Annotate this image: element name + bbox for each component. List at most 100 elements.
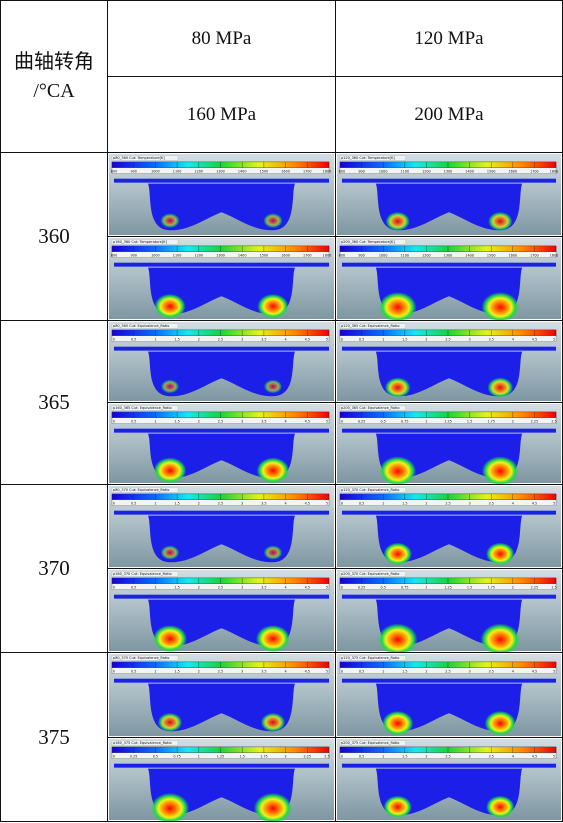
colorbar-tick-label: 1 (382, 669, 384, 673)
colorbar-tick-label: 3 (241, 419, 243, 423)
colorbar-tick-label: 1.25 (444, 585, 452, 589)
colorbar-tick-label: 1100 (173, 169, 182, 173)
colorbar-tick-label: 0.25 (358, 585, 366, 589)
sim-image-120mpa-360: p120_360 Cut: Temperature[K] 800 900 1000 11… (336, 153, 562, 236)
colorbar-tick-label: 1700 (530, 253, 539, 257)
colorbar-tick-label: 2.5 (551, 585, 556, 589)
cylinder-head-band (114, 428, 329, 433)
hot-region-right (481, 292, 520, 320)
colorbar-tick-label: 900 (130, 253, 136, 257)
sim-cell: p80_365 Cut: Equivalence_Ratio 0 0.5 1 1.5 2 2… (107, 320, 336, 403)
colorbar-tick-strip (339, 667, 557, 674)
hot-region-right (256, 457, 290, 484)
colorbar-tick-label: 1500 (487, 253, 496, 257)
hot-region-left (383, 795, 412, 819)
hot-region-right (487, 377, 514, 398)
crank-angle-unit: /°CA (33, 79, 75, 102)
sim-title-box (339, 655, 406, 661)
sim-title: p80_375 Cut: Equivalence_Ratio (113, 656, 169, 660)
colorbar-tick-label: 0 (341, 669, 343, 673)
pressure-header-80: 80 MPa (107, 0, 336, 77)
colorbar-tick-label: 3 (469, 337, 471, 341)
cylinder-head-band (114, 510, 329, 515)
hot-region-right (257, 293, 289, 319)
colorbar-tick-strip (339, 499, 557, 506)
hot-region-left (157, 712, 183, 732)
colorbar-tick-label: 2.5 (551, 419, 556, 423)
colorbar-tick-label: 4 (285, 669, 287, 673)
colorbar-tick-label: 1600 (509, 253, 518, 257)
colorbar-tick-label: 0 (113, 585, 115, 589)
crank-angle-label: 曲轴转角 (14, 50, 94, 73)
colorbar-tick-label: 5 (553, 501, 555, 505)
colorbar-tick-label: 1.5 (174, 501, 179, 505)
hot-region-left (152, 625, 188, 652)
angle-cell-360: 360 (0, 152, 108, 321)
sim-title: p160_365 Cut: Equivalence_Ratio (113, 406, 172, 410)
cylinder-head-band (341, 510, 557, 515)
piston-bowl (375, 768, 523, 816)
colorbar-tick-label: 1.5 (240, 754, 245, 758)
colorbar-tick-strip (339, 335, 557, 342)
colorbar-tick-strip (111, 499, 330, 506)
colorbar-tick-label: 0.5 (131, 337, 136, 341)
colorbar-tick-label: 2.25 (531, 585, 539, 589)
colorbar-tick-label: 2.5 (445, 669, 450, 673)
colorbar-tick-label: 1700 (303, 169, 312, 173)
angle-cell-370: 370 (0, 484, 108, 653)
colorbar-tick-label: 2 (198, 669, 200, 673)
colorbar-tick-label: 1 (382, 337, 384, 341)
sim-title: p80_360 Cut: Temperature[K] (113, 156, 165, 160)
colorbar-tick-label: 1100 (400, 253, 409, 257)
cylinder-head-band (114, 594, 329, 599)
hot-region-right (253, 792, 293, 821)
sim-title: p120_370 Cut: Equivalence_Ratio (341, 488, 399, 492)
sim-image-120mpa-375: p120_375 Cut: Equivalence_Ratio 0 0.5 1 1.5 2… (336, 653, 562, 737)
colorbar-tick-label: 0.75 (173, 754, 181, 758)
cylinder-head-band (341, 262, 557, 267)
cylinder-head-band (341, 594, 557, 599)
sim-image-120mpa-370: p120_370 Cut: Equivalence_Ratio 0 0.5 1 1.5 2… (336, 485, 562, 568)
colorbar-tick-label: 4 (512, 754, 514, 758)
sim-title-box (111, 487, 179, 493)
sim-image-80mpa-370: p80_370 Cut: Equivalence_Ratio 0 0.5 1 1.5 2 2… (109, 485, 334, 568)
colorbar-tick-label: 2.5 (445, 754, 450, 758)
sim-image-120mpa-365: p120_365 Cut: Equivalence_Ratio 0 0.5 1 1.5 2… (336, 321, 562, 402)
sim-title: p160_370 Cut: Equivalence_Ratio (113, 572, 172, 576)
colorbar-tick-label: 2 (198, 585, 200, 589)
colorbar-tick-label: 4.5 (532, 337, 537, 341)
cylinder-head-band (114, 178, 329, 183)
cylinder-head-band (341, 428, 557, 433)
sim-cell: p120_375 Cut: Equivalence_Ratio 0 0.5 1 1.5 2… (335, 652, 563, 738)
colorbar-tick-label: 3.5 (489, 337, 494, 341)
hot-region-left (160, 213, 180, 229)
colorbar-tick-label: 0 (113, 337, 115, 341)
colorbar-tick-label: 1 (425, 585, 427, 589)
cylinder-head-band (341, 678, 557, 683)
colorbar-tick-label: 5 (326, 337, 328, 341)
sim-cell: p80_360 Cut: Temperature[K] 800 900 1000 110… (107, 152, 336, 237)
colorbar-tick-label: 0 (113, 754, 115, 758)
colorbar-tick-label: 3 (241, 337, 243, 341)
hot-region-left (378, 292, 417, 320)
colorbar-tick-label: 1200 (422, 169, 431, 173)
colorbar-tick-label: 4 (285, 585, 287, 589)
colorbar-tick-label: 0 (341, 754, 343, 758)
cylinder-head-band (341, 178, 557, 183)
hot-region-left (382, 710, 414, 736)
colorbar-tick-label: 3 (469, 669, 471, 673)
colorbar-tick-label: 800 (111, 169, 117, 173)
colorbar-tick-label: 0.5 (359, 754, 364, 758)
colorbar-tick-label: 0.5 (359, 669, 364, 673)
colorbar-tick-label: 3 (241, 585, 243, 589)
sim-cell: p120_360 Cut: Temperature[K] 800 900 1000 11… (335, 152, 563, 237)
colorbar-tick-label: 1200 (194, 169, 203, 173)
cylinder-head-band (114, 763, 329, 768)
colorbar-tick-label: 4.5 (305, 501, 310, 505)
colorbar-tick-label: 2 (425, 669, 427, 673)
sim-title-box (339, 239, 406, 245)
sim-title-box (111, 571, 179, 577)
colorbar-tick-label: 4.5 (305, 585, 310, 589)
colorbar-tick-label: 0 (113, 669, 115, 673)
